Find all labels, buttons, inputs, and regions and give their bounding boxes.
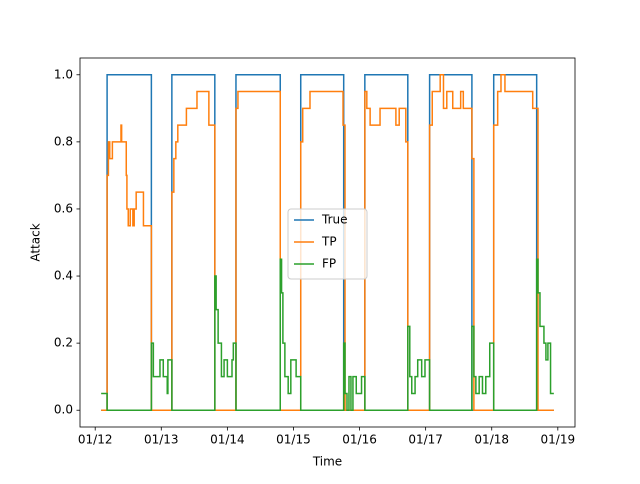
y-tick-label: 0.8 bbox=[54, 134, 73, 148]
y-axis-label: Attack bbox=[29, 223, 43, 261]
series-line bbox=[101, 258, 554, 411]
y-tick-label: 0.4 bbox=[54, 269, 73, 283]
x-tick-label: 01/18 bbox=[474, 433, 509, 447]
x-tick-label: 01/13 bbox=[144, 433, 179, 447]
y-tick-label: 1.0 bbox=[54, 67, 73, 81]
y-tick-label: 0.0 bbox=[54, 403, 73, 417]
x-tick-label: 01/17 bbox=[408, 433, 443, 447]
legend: True TP FP bbox=[287, 208, 368, 280]
y-tick-label: 0.6 bbox=[54, 201, 73, 215]
x-tick-label: 01/12 bbox=[78, 433, 113, 447]
x-tick-label: 01/15 bbox=[276, 433, 311, 447]
x-tick-label: 01/19 bbox=[541, 433, 576, 447]
x-tick-label: 01/16 bbox=[342, 433, 377, 447]
x-axis-label: Time bbox=[312, 455, 342, 469]
legend-label: TP bbox=[321, 235, 337, 249]
x-tick-label: 01/14 bbox=[210, 433, 245, 447]
legend-label: True bbox=[321, 213, 348, 227]
legend-box bbox=[287, 208, 368, 280]
axes-frame bbox=[79, 57, 576, 428]
series-line bbox=[101, 74, 554, 411]
legend-label: FP bbox=[322, 257, 336, 271]
y-tick-label: 0.2 bbox=[54, 336, 73, 350]
